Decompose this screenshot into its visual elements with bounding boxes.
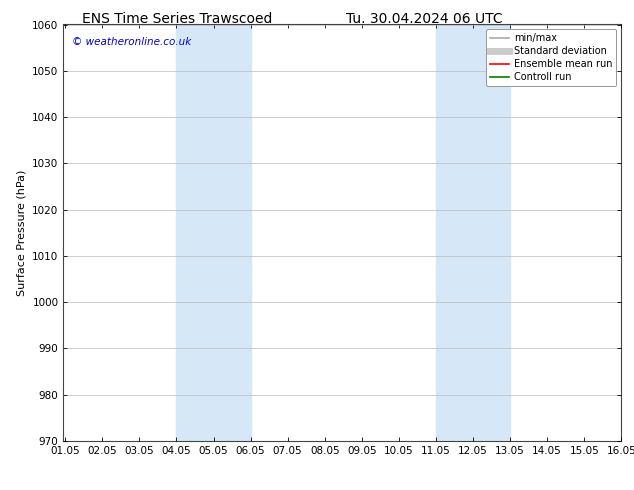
Legend: min/max, Standard deviation, Ensemble mean run, Controll run: min/max, Standard deviation, Ensemble me… bbox=[486, 29, 616, 86]
Bar bbox=[176, 24, 250, 441]
Y-axis label: Surface Pressure (hPa): Surface Pressure (hPa) bbox=[16, 170, 27, 296]
Text: ENS Time Series Trawscoed: ENS Time Series Trawscoed bbox=[82, 12, 273, 26]
Text: © weatheronline.co.uk: © weatheronline.co.uk bbox=[72, 37, 191, 47]
Text: Tu. 30.04.2024 06 UTC: Tu. 30.04.2024 06 UTC bbox=[346, 12, 503, 26]
Bar bbox=[436, 24, 510, 441]
